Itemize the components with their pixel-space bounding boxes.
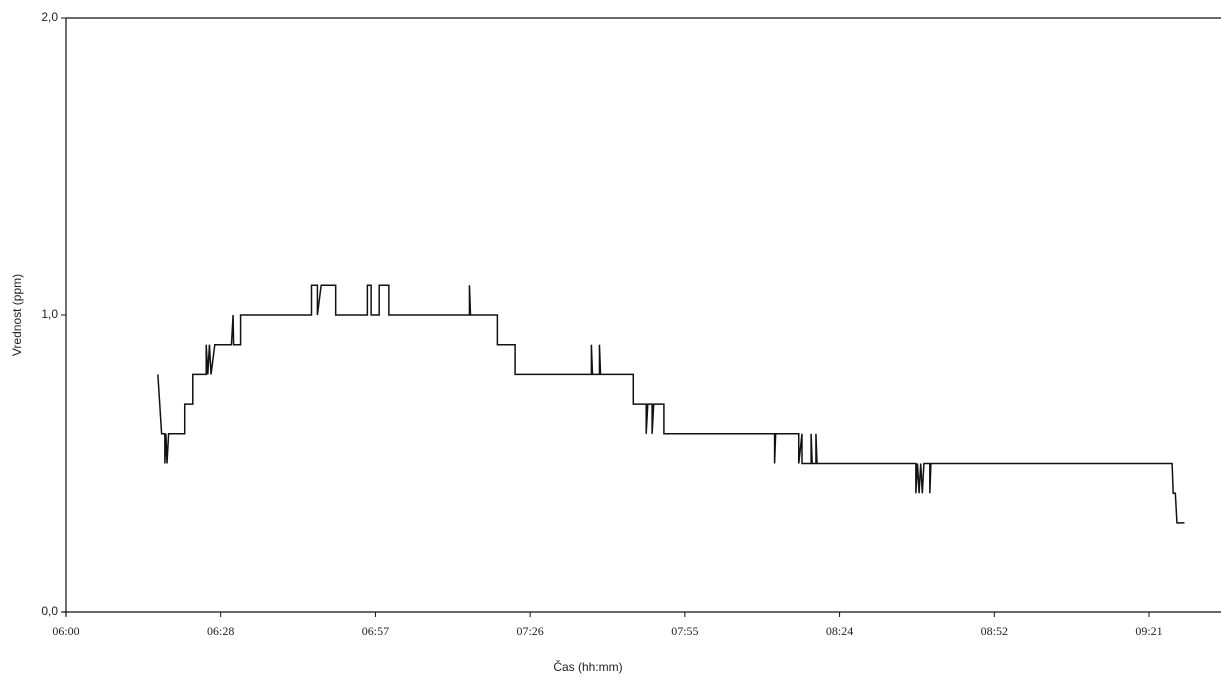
x-tick-label: 08:52 [981,624,1008,638]
x-tick-label: 09:21 [1135,624,1162,638]
x-tick-label: 06:28 [207,624,234,638]
y-tick-label: 2,0 [41,10,58,24]
y-tick-label: 1,0 [41,307,58,321]
y-axis-label: Vrednost (ppm) [10,274,24,356]
x-tick-label: 06:00 [52,624,79,638]
data-line [157,284,1185,524]
x-tick-label: 08:24 [826,624,853,638]
x-axis-label: Čas (hh:mm) [553,659,622,674]
x-tick-label: 07:26 [516,624,543,638]
y-tick-label: 0,0 [41,604,58,618]
x-tick-label: 07:55 [671,624,698,638]
x-tick-label: 06:57 [362,624,389,638]
